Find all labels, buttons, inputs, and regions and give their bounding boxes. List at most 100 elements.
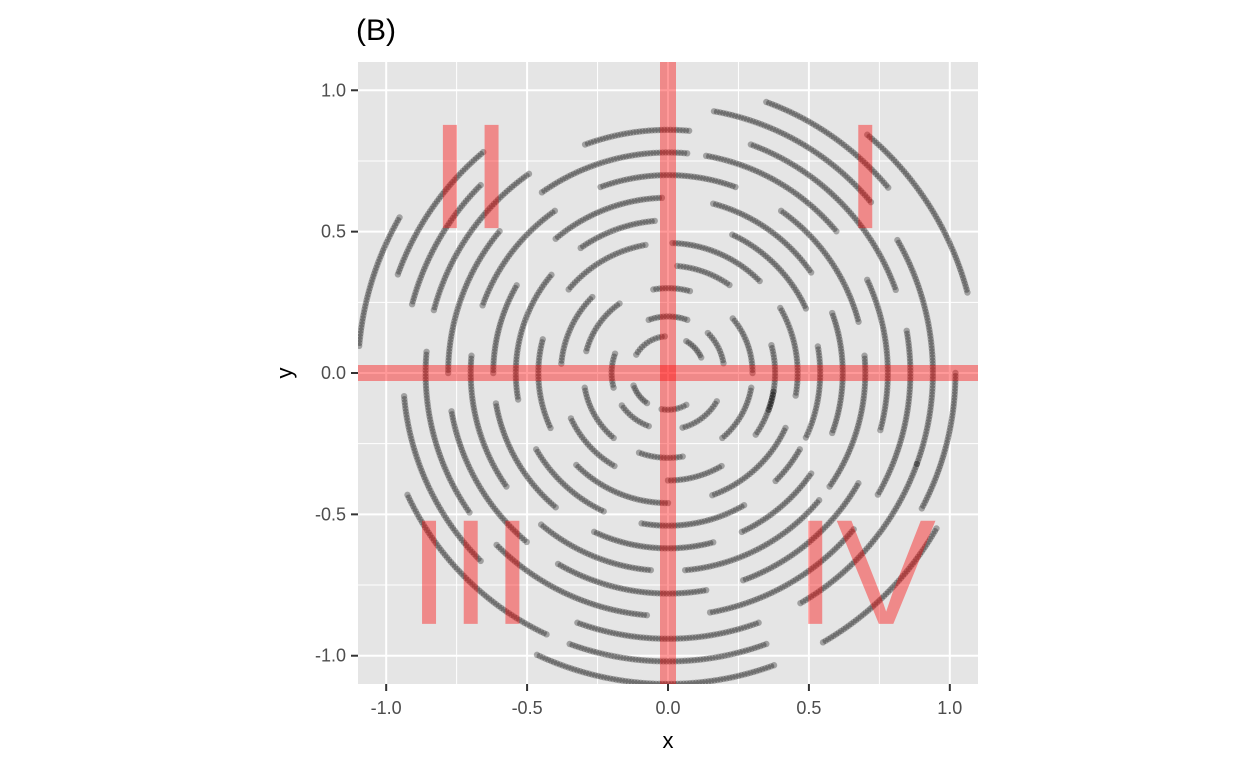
data-point (715, 464, 723, 471)
data-point (687, 241, 694, 249)
data-point (772, 477, 779, 485)
data-point (715, 561, 722, 568)
data-point (839, 503, 847, 510)
data-point (496, 265, 504, 273)
data-point (467, 361, 475, 369)
data-point (815, 389, 823, 397)
data-point (653, 285, 660, 293)
data-point (791, 453, 799, 461)
data-point (668, 149, 676, 156)
data-point (609, 227, 617, 234)
data-point (619, 200, 626, 207)
data-point (769, 394, 776, 401)
data-point (469, 395, 476, 402)
data-point (830, 312, 837, 320)
data-point (645, 316, 652, 324)
data-point (487, 456, 495, 464)
data-point (637, 496, 644, 504)
data-point (706, 563, 713, 570)
data-point (695, 542, 702, 549)
data-point (462, 455, 469, 462)
data-point (545, 464, 552, 471)
data-point (731, 421, 739, 428)
data-point (747, 549, 754, 556)
data-point (597, 421, 605, 428)
data-point (738, 410, 746, 418)
data-point (608, 486, 615, 494)
data-point (394, 271, 402, 278)
data-point (592, 413, 599, 420)
data-point (455, 437, 463, 445)
data-point (605, 459, 613, 466)
data-point (849, 440, 856, 447)
data-point (604, 229, 611, 237)
data-point (807, 201, 814, 209)
data-point (721, 511, 729, 518)
data-point (503, 301, 511, 308)
data-point (709, 492, 716, 499)
data-point (873, 299, 880, 306)
data-point (696, 174, 704, 181)
data-point (658, 544, 666, 552)
data-point (828, 429, 836, 437)
data-point (602, 206, 609, 213)
data-point (591, 577, 598, 584)
data-point (825, 218, 832, 226)
data-point (702, 175, 710, 182)
data-point (741, 333, 748, 340)
data-point (596, 531, 603, 538)
data-point (543, 631, 550, 638)
data-point (536, 385, 543, 393)
data-point (783, 241, 791, 248)
data-point (625, 199, 632, 206)
data-point (565, 566, 573, 574)
data-point (633, 243, 640, 251)
data-point (730, 257, 737, 264)
data-point (587, 552, 595, 559)
y-tick-label: -1.0 (315, 646, 346, 666)
data-point (744, 550, 752, 558)
data-point (601, 231, 608, 238)
data-point (479, 487, 486, 495)
data-point (582, 300, 590, 308)
data-point (834, 510, 841, 517)
data-point (676, 544, 684, 552)
data-point (541, 410, 548, 417)
data-point (899, 428, 907, 436)
data-point (798, 297, 806, 304)
data-point (485, 242, 492, 250)
data-point (489, 503, 497, 510)
data-point (868, 287, 876, 295)
data-point (654, 453, 661, 461)
data-point (445, 360, 452, 367)
data-point (848, 298, 856, 305)
data-point (505, 441, 512, 448)
data-point (707, 468, 714, 475)
data-point (573, 169, 580, 176)
data-point (749, 271, 757, 278)
data-point (862, 374, 869, 381)
data-point (646, 195, 653, 202)
data-point (771, 363, 779, 370)
data-point (765, 226, 772, 233)
data-point (728, 482, 736, 490)
data-point (599, 532, 606, 539)
data-point (511, 245, 518, 253)
data-point (689, 543, 696, 550)
data-point (663, 171, 670, 179)
data-point (684, 241, 691, 248)
data-point (836, 273, 844, 280)
data-point (805, 231, 813, 238)
data-point (651, 172, 658, 179)
data-point (513, 380, 520, 388)
data-point (634, 389, 641, 397)
data-point (800, 196, 807, 203)
data-point (478, 434, 485, 441)
data-point (769, 175, 776, 183)
data-arc (752, 388, 777, 438)
data-point (902, 419, 909, 426)
data-point (806, 425, 813, 433)
data-point (757, 248, 764, 256)
data-point (838, 354, 846, 361)
data-point (542, 413, 549, 420)
